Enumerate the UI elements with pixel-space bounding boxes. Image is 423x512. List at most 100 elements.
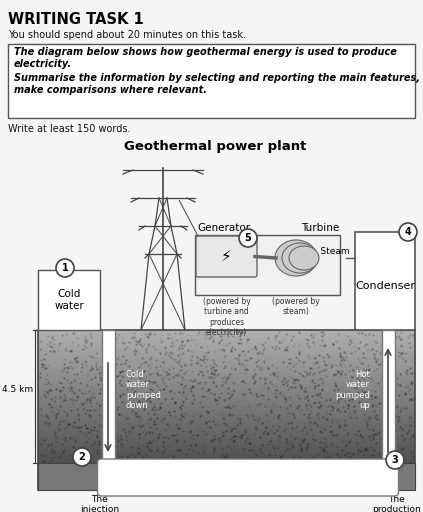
Bar xyxy=(38,349,415,351)
Bar xyxy=(38,418,415,421)
Bar xyxy=(38,373,415,375)
Text: electricity.: electricity. xyxy=(14,59,72,69)
Bar xyxy=(38,413,415,415)
Text: Turbine: Turbine xyxy=(301,223,339,233)
Circle shape xyxy=(386,451,404,469)
Text: The
injection
well: The injection well xyxy=(80,495,119,512)
Bar xyxy=(38,487,415,490)
Bar xyxy=(38,362,415,365)
Bar xyxy=(38,386,415,389)
Bar xyxy=(38,410,415,413)
Bar xyxy=(38,458,415,461)
Bar xyxy=(38,354,415,357)
Bar xyxy=(38,335,415,338)
Text: 3: 3 xyxy=(392,455,398,465)
Text: 5: 5 xyxy=(244,233,251,243)
Text: make comparisons where relevant.: make comparisons where relevant. xyxy=(14,85,207,95)
Text: 4.5 km: 4.5 km xyxy=(2,386,33,395)
Bar xyxy=(38,429,415,431)
Bar xyxy=(8,44,415,118)
Text: Geothermal power plant: Geothermal power plant xyxy=(124,140,306,153)
Circle shape xyxy=(73,448,91,466)
Bar xyxy=(38,359,415,362)
Bar xyxy=(38,351,415,354)
Text: WRITING TASK 1: WRITING TASK 1 xyxy=(8,12,144,27)
Bar xyxy=(38,434,415,437)
Text: Cold
water: Cold water xyxy=(54,289,84,311)
Bar xyxy=(38,389,415,391)
Bar xyxy=(38,375,415,378)
Bar xyxy=(38,461,415,463)
Bar xyxy=(38,466,415,468)
Bar xyxy=(38,421,415,423)
Bar xyxy=(38,485,415,487)
Text: The diagram below shows how geothermal energy is used to produce: The diagram below shows how geothermal e… xyxy=(14,47,397,57)
Bar xyxy=(38,437,415,439)
Bar xyxy=(38,365,415,367)
Bar xyxy=(38,439,415,442)
Bar xyxy=(38,380,415,383)
Circle shape xyxy=(399,223,417,241)
Ellipse shape xyxy=(282,243,318,273)
Text: Generator: Generator xyxy=(197,223,250,233)
Bar xyxy=(38,453,415,455)
Text: The
production
well: The production well xyxy=(372,495,421,512)
Text: ← Steam: ← Steam xyxy=(310,247,350,256)
Bar xyxy=(38,423,415,426)
Text: Hot
water
pumped
up: Hot water pumped up xyxy=(335,370,370,410)
Bar xyxy=(38,474,415,477)
Bar xyxy=(38,404,415,408)
Bar xyxy=(38,370,415,373)
Text: Geothermal zone (hot rocks): Geothermal zone (hot rocks) xyxy=(148,472,305,481)
Bar xyxy=(38,408,415,410)
Bar xyxy=(38,391,415,394)
Bar xyxy=(38,333,415,335)
Ellipse shape xyxy=(289,246,319,270)
Bar xyxy=(38,463,415,490)
Text: (powered by
turbine and
produces
electricity): (powered by turbine and produces electri… xyxy=(203,297,250,337)
Bar xyxy=(38,426,415,429)
Bar xyxy=(38,477,415,479)
Bar xyxy=(38,455,415,458)
Bar xyxy=(382,330,395,490)
Bar xyxy=(38,344,415,346)
Bar xyxy=(38,402,415,404)
Bar xyxy=(38,463,415,466)
Bar xyxy=(38,442,415,444)
Circle shape xyxy=(239,229,257,247)
Bar xyxy=(38,444,415,447)
Bar xyxy=(38,357,415,359)
Bar xyxy=(38,378,415,380)
Bar xyxy=(38,367,415,370)
Bar xyxy=(102,330,115,490)
Bar xyxy=(38,447,415,450)
Bar xyxy=(38,394,415,397)
Bar xyxy=(195,235,340,295)
Bar xyxy=(38,431,415,434)
Bar xyxy=(38,330,415,490)
Text: 4: 4 xyxy=(405,227,412,237)
Text: (powered by
steam): (powered by steam) xyxy=(272,297,320,316)
Text: Cold
water
pumped
down: Cold water pumped down xyxy=(126,370,161,410)
Bar xyxy=(38,468,415,472)
Bar xyxy=(38,270,100,330)
Bar xyxy=(38,330,415,333)
Bar xyxy=(38,346,415,349)
Bar xyxy=(38,399,415,402)
Text: Write at least 150 words.: Write at least 150 words. xyxy=(8,124,131,134)
Bar xyxy=(38,450,415,453)
Text: ⚡: ⚡ xyxy=(221,249,232,264)
Ellipse shape xyxy=(275,240,317,276)
Bar xyxy=(38,397,415,399)
Bar xyxy=(38,383,415,386)
Bar xyxy=(38,472,415,474)
Bar xyxy=(38,338,415,340)
Text: Summarise the information by selecting and reporting the main features, and: Summarise the information by selecting a… xyxy=(14,73,423,83)
Bar xyxy=(38,415,415,418)
Text: 1: 1 xyxy=(62,263,69,273)
Text: You should spend about 20 minutes on this task.: You should spend about 20 minutes on thi… xyxy=(8,30,246,40)
Circle shape xyxy=(56,259,74,277)
Bar xyxy=(38,479,415,482)
FancyBboxPatch shape xyxy=(97,459,398,496)
Bar xyxy=(355,232,415,330)
